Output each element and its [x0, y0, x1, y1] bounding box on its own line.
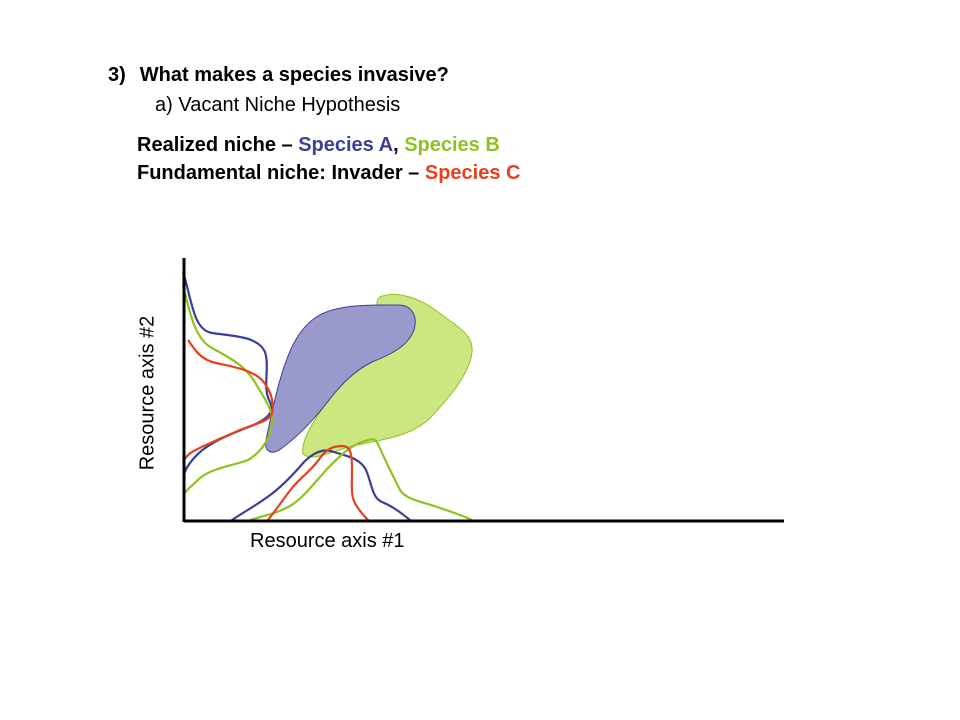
- species-c-curve-axis1: [267, 444, 369, 521]
- species-c-label: Species C: [424, 162, 521, 184]
- slide-subheading: a) Vacant Niche Hypothesis: [155, 94, 401, 116]
- legend-realized-niche: Realized niche – Species A, Species B: [137, 134, 500, 157]
- heading-number: 3): [108, 64, 126, 86]
- fundamental-niche-label: Fundamental niche: Invader –: [137, 162, 420, 184]
- species-b-curve-axis2: [181, 284, 274, 495]
- species-c-curve-axis2: [182, 339, 274, 463]
- species-a-niche-blob: [265, 304, 416, 453]
- legend-comma: ,: [393, 134, 399, 156]
- species-a-label: Species A: [298, 134, 394, 156]
- x-axis-label: Resource axis #1: [250, 530, 405, 552]
- realized-niche-label: Realized niche –: [137, 134, 293, 156]
- species-a-curve-axis1: [231, 449, 411, 521]
- species-b-label: Species B: [404, 134, 500, 156]
- species-b-curve-axis1: [249, 438, 473, 522]
- y-axis-label: Resource axis #2: [136, 315, 159, 471]
- heading-text: What makes a species invasive?: [139, 64, 449, 86]
- slide-heading: 3) What makes a species invasive?: [108, 64, 449, 87]
- legend-fundamental-niche: Fundamental niche: Invader – Species C: [137, 162, 520, 185]
- species-a-curve-axis2: [181, 271, 273, 477]
